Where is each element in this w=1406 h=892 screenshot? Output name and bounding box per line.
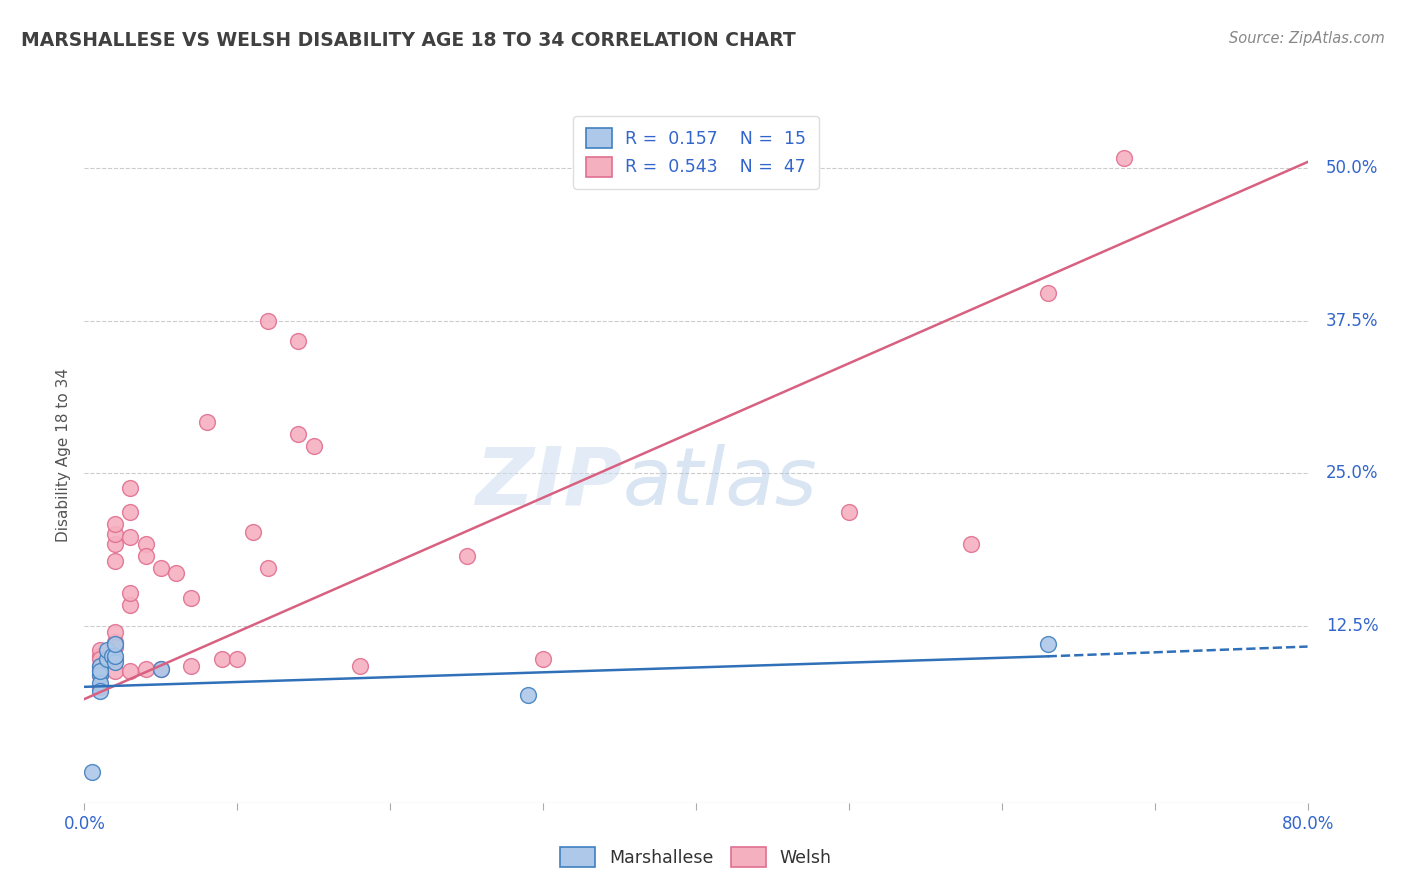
Point	[149, 561, 172, 575]
Point	[89, 683, 111, 698]
Point	[120, 664, 142, 678]
Y-axis label: Disability Age 18 to 34: Disability Age 18 to 34	[56, 368, 72, 542]
Point	[516, 689, 538, 703]
Point	[135, 661, 157, 675]
Point	[89, 661, 111, 675]
Point	[149, 661, 172, 675]
Point	[1114, 151, 1136, 165]
Point	[120, 481, 142, 495]
Point	[838, 505, 860, 519]
Point	[120, 598, 142, 612]
Point	[349, 659, 371, 673]
Point	[104, 640, 127, 654]
Point	[104, 624, 127, 639]
Point	[89, 652, 111, 666]
Point	[89, 664, 111, 678]
Point	[89, 667, 111, 681]
Point	[211, 652, 233, 666]
Point	[195, 415, 218, 429]
Point	[1036, 285, 1059, 300]
Point	[104, 517, 127, 532]
Point	[120, 530, 142, 544]
Point	[120, 505, 142, 519]
Point	[257, 561, 280, 575]
Point	[89, 676, 111, 690]
Text: 12.5%: 12.5%	[1326, 616, 1378, 635]
Point	[120, 586, 142, 600]
Text: 37.5%: 37.5%	[1326, 311, 1378, 330]
Point	[89, 649, 111, 664]
Point	[104, 664, 127, 678]
Point	[180, 659, 202, 673]
Point	[149, 661, 172, 675]
Point	[89, 680, 111, 694]
Point	[89, 664, 111, 678]
Legend: Marshallese, Welsh: Marshallese, Welsh	[554, 840, 838, 874]
Point	[104, 656, 127, 670]
Point	[257, 313, 280, 327]
Text: ZIP: ZIP	[475, 443, 623, 522]
Point	[80, 765, 103, 780]
Point	[135, 549, 157, 564]
Point	[180, 591, 202, 605]
Point	[165, 566, 187, 581]
Text: MARSHALLESE VS WELSH DISABILITY AGE 18 TO 34 CORRELATION CHART: MARSHALLESE VS WELSH DISABILITY AGE 18 T…	[21, 31, 796, 50]
Point	[101, 649, 124, 664]
Point	[89, 659, 111, 673]
Point	[89, 667, 111, 681]
Point	[104, 554, 127, 568]
Point	[1036, 637, 1059, 651]
Point	[104, 649, 127, 664]
Point	[287, 427, 309, 442]
Point	[104, 527, 127, 541]
Text: 50.0%: 50.0%	[1326, 159, 1378, 178]
Point	[89, 643, 111, 657]
Point	[104, 652, 127, 666]
Point	[242, 524, 264, 539]
Point	[96, 652, 118, 666]
Text: 25.0%: 25.0%	[1326, 464, 1378, 483]
Point	[135, 537, 157, 551]
Point	[226, 652, 249, 666]
Point	[104, 634, 127, 648]
Point	[89, 659, 111, 673]
Point	[96, 643, 118, 657]
Point	[104, 637, 127, 651]
Text: Source: ZipAtlas.com: Source: ZipAtlas.com	[1229, 31, 1385, 46]
Point	[287, 334, 309, 349]
Text: atlas: atlas	[623, 443, 817, 522]
Point	[456, 549, 478, 564]
Point	[302, 439, 325, 453]
Point	[104, 537, 127, 551]
Point	[531, 652, 554, 666]
Point	[960, 537, 983, 551]
